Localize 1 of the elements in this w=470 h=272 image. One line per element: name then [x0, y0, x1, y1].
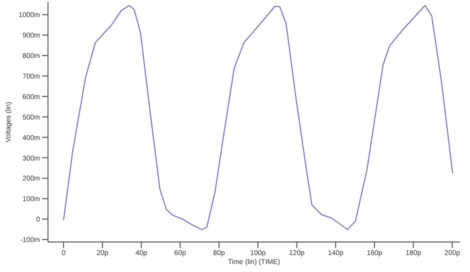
line-series — [63, 4, 454, 230]
